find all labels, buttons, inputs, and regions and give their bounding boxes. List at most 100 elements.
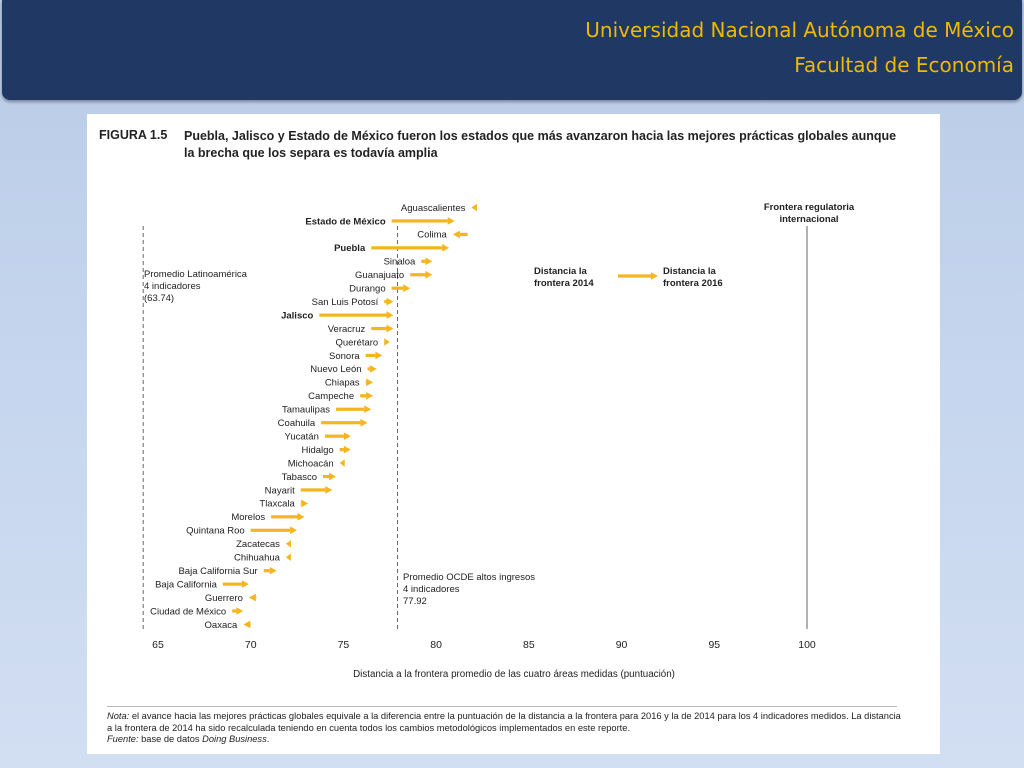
state-arrow xyxy=(263,566,277,575)
legend-arrow xyxy=(618,272,658,280)
latam-label-line1: Promedio Latinoamérica xyxy=(144,269,248,280)
state-label: Sonora xyxy=(329,351,360,362)
ocde-label-line2: 4 indicadores xyxy=(403,584,460,595)
state-label: Tlaxcala xyxy=(259,499,295,510)
state-arrow xyxy=(321,418,368,427)
state-arrow xyxy=(339,459,345,467)
state-arrow xyxy=(271,513,305,521)
state-arrow xyxy=(365,351,383,360)
state-arrow xyxy=(452,230,468,239)
state-arrow xyxy=(360,392,374,400)
state-label: Quintana Roo xyxy=(186,526,245,537)
state-label: Aguascalientes xyxy=(401,203,466,214)
state-arrow xyxy=(319,311,394,319)
state-arrow xyxy=(222,580,249,588)
state-arrow xyxy=(471,203,477,212)
state-label: Nayarit xyxy=(265,485,295,496)
figure-panel: FIGURA 1.5 Puebla, Jalisco y Estado de M… xyxy=(87,114,940,754)
ocde-label-line3: 77.92 xyxy=(403,596,427,607)
state-label: Sinaloa xyxy=(384,257,416,268)
state-label: Campeche xyxy=(308,391,354,402)
state-label: Veracruz xyxy=(328,324,366,335)
legend-to-line2: frontera 2016 xyxy=(663,278,723,289)
university-name: Universidad Nacional Autónoma de México xyxy=(585,18,1014,42)
state-arrow xyxy=(336,405,372,414)
state-arrow xyxy=(371,324,394,333)
frontier-label-line2: internacional xyxy=(779,214,838,225)
state-label: Jalisco xyxy=(281,310,313,321)
x-axis-label: Distancia a la frontera promedio de las … xyxy=(353,669,675,680)
state-arrow xyxy=(365,378,374,387)
state-arrow xyxy=(371,244,450,252)
state-arrow xyxy=(285,553,291,561)
x-tick-label: 75 xyxy=(338,639,350,651)
latam-label-line3: (63.74) xyxy=(144,293,174,304)
x-tick-label: 95 xyxy=(708,639,720,651)
state-label: Michoacán xyxy=(288,458,334,469)
x-tick-label: 100 xyxy=(798,639,816,651)
latam-label-line2: 4 indicadores xyxy=(144,281,201,292)
note-divider xyxy=(107,706,897,707)
source-italic: Doing Business xyxy=(202,734,267,744)
x-tick-label: 85 xyxy=(523,639,535,651)
state-arrow xyxy=(323,472,337,481)
state-label: Morelos xyxy=(231,512,265,523)
state-arrow xyxy=(339,445,351,454)
state-arrow xyxy=(285,539,291,548)
state-arrow xyxy=(300,499,309,508)
state-label: Tamaulipas xyxy=(282,405,330,416)
slide-header: Universidad Nacional Autónoma de México … xyxy=(2,0,1022,100)
state-label: Puebla xyxy=(334,243,366,254)
state-label: Durango xyxy=(349,284,385,295)
state-label: Colima xyxy=(417,230,447,241)
state-arrow xyxy=(384,297,394,306)
state-arrow xyxy=(300,486,333,494)
state-arrow xyxy=(243,620,251,629)
state-arrow xyxy=(421,257,433,266)
source-post: . xyxy=(266,734,270,744)
state-arrow xyxy=(391,217,455,225)
state-arrow xyxy=(391,284,411,292)
state-label: Chihuahua xyxy=(234,553,281,564)
state-label: Zacatecas xyxy=(236,539,280,550)
state-label: Guanajuato xyxy=(355,270,404,281)
state-label: Coahuila xyxy=(278,418,316,429)
state-label: Oaxaca xyxy=(205,620,238,631)
frontier-label-line1: Frontera regulatoria xyxy=(764,202,855,213)
state-label: Tabasco xyxy=(282,472,317,483)
state-arrow xyxy=(384,338,390,346)
state-arrow xyxy=(232,607,244,615)
x-tick-label: 70 xyxy=(245,639,257,651)
note-label: Nota: xyxy=(107,711,130,721)
state-label: Nuevo León xyxy=(310,364,361,375)
figure-label: FIGURA 1.5 xyxy=(99,128,168,142)
state-label: Guerrero xyxy=(205,593,243,604)
legend-to-line1: Distancia la xyxy=(663,266,717,277)
state-label: Querétaro xyxy=(335,337,378,348)
state-arrow xyxy=(250,526,298,535)
faculty-name: Facultad de Economía xyxy=(794,53,1014,77)
note-text: el avance hacia las mejores prácticas gl… xyxy=(107,711,901,733)
legend-from-line1: Distancia la xyxy=(534,266,588,277)
x-tick-label: 65 xyxy=(152,639,164,651)
state-label: Baja California Sur xyxy=(178,566,257,577)
state-label: Ciudad de México xyxy=(150,606,226,617)
state-label: Baja California xyxy=(155,579,217,590)
state-arrow xyxy=(367,365,377,373)
state-arrow xyxy=(248,593,257,602)
state-label: Estado de México xyxy=(305,216,385,227)
state-arrow xyxy=(410,270,433,279)
source-label: Fuente: xyxy=(107,734,139,744)
legend-from-line2: frontera 2014 xyxy=(534,278,594,289)
figure-note: Nota: el avance hacia las mejores prácti… xyxy=(107,711,907,746)
ocde-label-line1: Promedio OCDE altos ingresos xyxy=(403,572,535,583)
state-arrow xyxy=(324,432,351,440)
figure-title: Puebla, Jalisco y Estado de México fuero… xyxy=(184,129,897,160)
source-pre: base de datos xyxy=(141,734,203,744)
state-label: Yucatán xyxy=(285,431,319,442)
state-label: San Luis Potosí xyxy=(312,297,379,308)
state-label: Chiapas xyxy=(325,378,360,389)
x-tick-label: 90 xyxy=(616,639,628,651)
state-label: Hidalgo xyxy=(302,445,334,456)
